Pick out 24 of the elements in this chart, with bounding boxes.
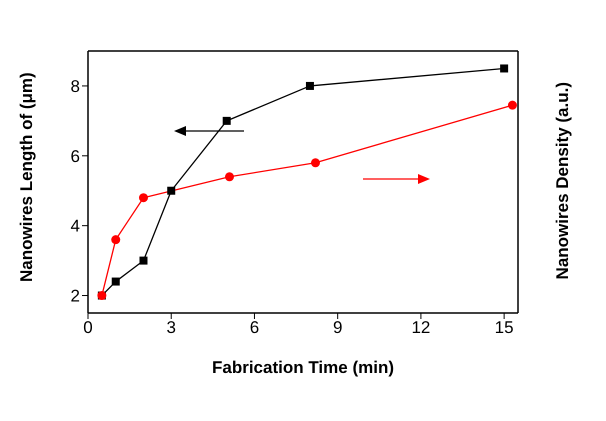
x-tick-label: 15 <box>494 318 514 338</box>
y-tick-label: 4 <box>70 216 80 236</box>
point <box>167 186 176 195</box>
x-tick-label: 3 <box>166 318 176 338</box>
point <box>310 158 320 168</box>
point <box>139 256 148 265</box>
x-tick-label: 9 <box>332 318 342 338</box>
y-tick-label: 6 <box>70 146 80 166</box>
x-tick-label: 0 <box>83 318 93 338</box>
y-tick-label: 2 <box>70 286 80 306</box>
point <box>224 172 234 182</box>
point <box>222 116 231 125</box>
point <box>111 235 120 244</box>
y-axis-title: Nanowires Length of (μm) <box>17 72 36 282</box>
x-axis-title: Fabrication Time (min) <box>212 358 394 377</box>
point <box>138 193 148 202</box>
point <box>112 278 120 286</box>
point <box>306 82 314 90</box>
y-tick-label: 8 <box>70 76 80 96</box>
y2-axis-title: Nanowires Density (a.u.) <box>553 82 572 280</box>
x-tick-label: 12 <box>411 318 430 338</box>
point <box>500 64 508 72</box>
point <box>508 100 517 110</box>
x-tick-label: 6 <box>250 318 260 338</box>
